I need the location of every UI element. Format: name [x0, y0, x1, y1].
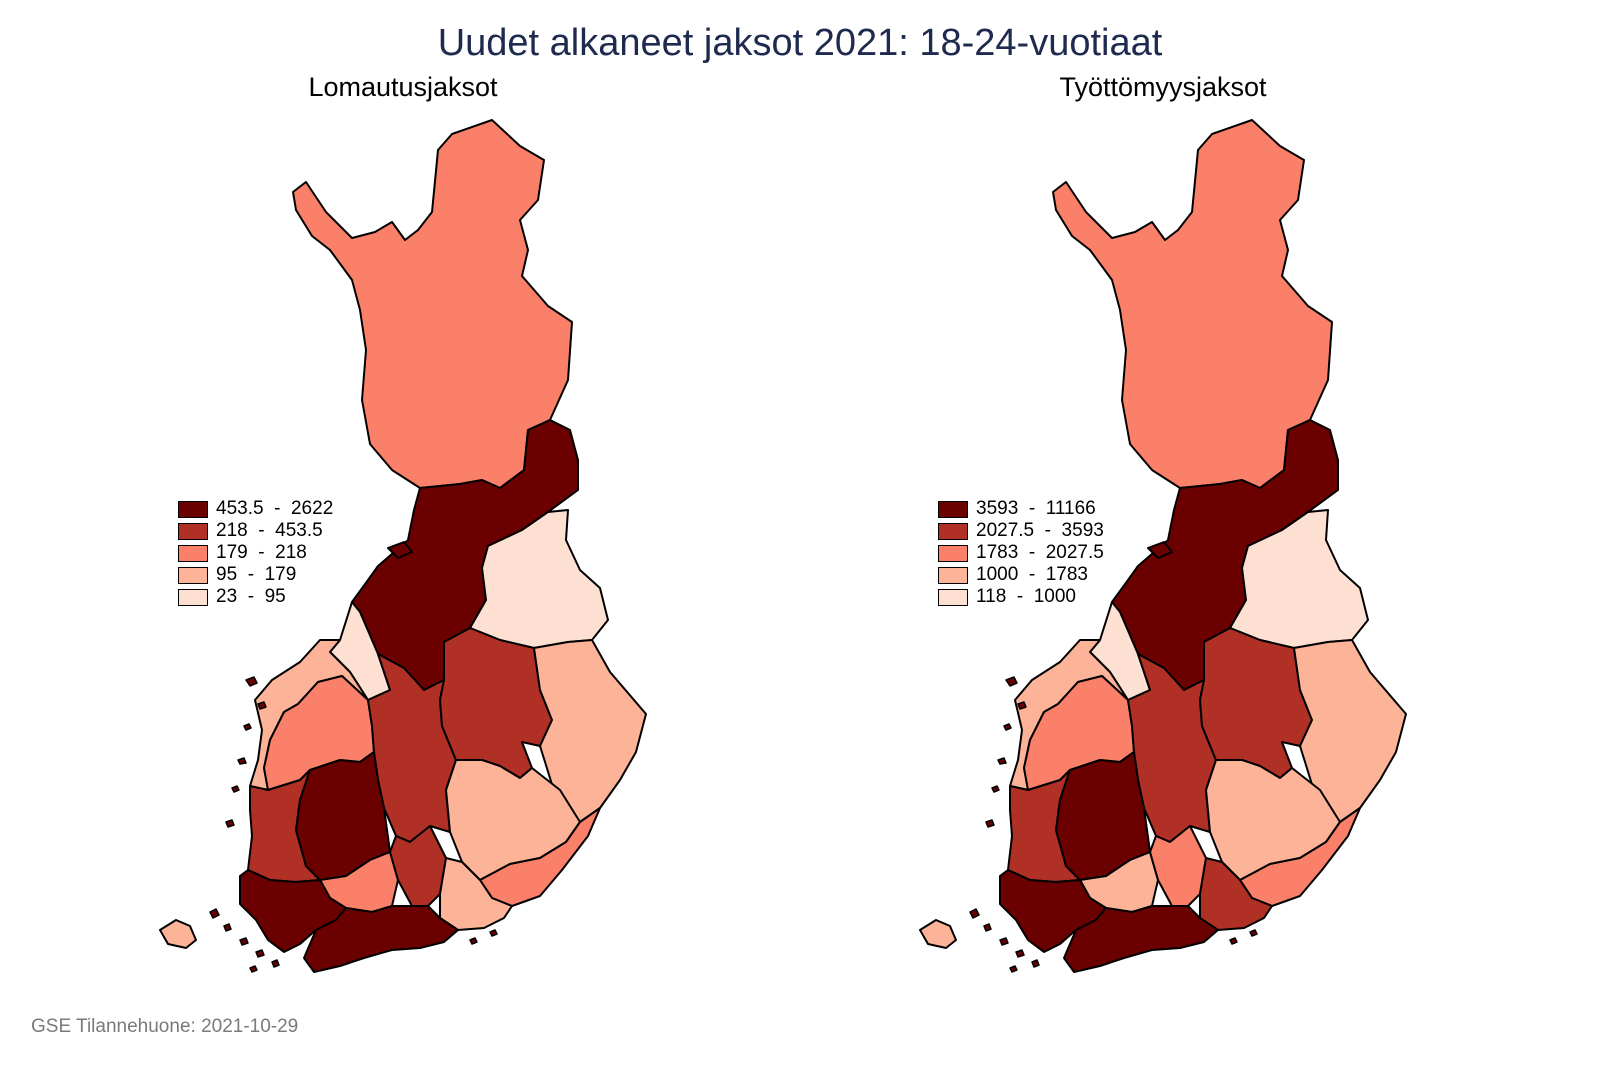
archipelago-island	[237, 757, 247, 765]
legend-swatch	[938, 522, 968, 540]
region-uusimaa	[1063, 905, 1219, 973]
legend-left: 453.5 - 2622 218 - 453.5 179 - 218 95 - 179…	[178, 498, 333, 608]
legend-item: 218 - 453.5	[178, 520, 333, 542]
region-etela-savo-karjala	[1293, 639, 1407, 823]
archipelago-island	[1003, 723, 1012, 731]
archipelago-island	[223, 923, 232, 932]
archipelago-island	[1031, 959, 1040, 968]
legend-swatch	[938, 566, 968, 584]
archipelago-island	[239, 937, 249, 946]
legend-swatch	[178, 522, 208, 540]
legend-label: 23 - 95	[216, 586, 286, 607]
region-kymenlaakso	[1199, 857, 1273, 931]
archipelago-island	[983, 923, 992, 932]
map-lomautusjaksot	[159, 119, 647, 973]
archipelago-island	[271, 959, 280, 968]
archipelago-island	[1009, 965, 1018, 973]
legend-item: 3593 - 11166	[938, 498, 1104, 520]
legend-item: 118 - 1000	[938, 586, 1104, 608]
region-paijat-hame	[1149, 825, 1207, 907]
archipelago-island	[257, 701, 267, 710]
legend-label: 179 - 218	[216, 542, 307, 563]
archipelago-island	[1017, 701, 1027, 710]
archipelago-island	[969, 908, 980, 919]
region-lappi	[1052, 119, 1333, 489]
legend-item: 23 - 95	[178, 586, 333, 608]
legend-label: 2027.5 - 3593	[976, 520, 1104, 541]
archipelago-island	[249, 965, 258, 973]
archipelago-island	[255, 949, 265, 958]
legend-label: 1000 - 1783	[976, 564, 1088, 585]
footer-source: GSE Tilannehuone: 2021-10-29	[31, 1016, 299, 1037]
panel-title-right: Työttömyysjaksot	[1059, 72, 1267, 102]
region-uusimaa	[303, 905, 459, 973]
legend-swatch	[178, 566, 208, 584]
legend-item: 2027.5 - 3593	[938, 520, 1104, 542]
region-kainuu-north	[1147, 541, 1173, 559]
legend-item: 95 - 179	[178, 564, 333, 586]
archipelago-island	[1249, 929, 1258, 937]
archipelago-island	[985, 819, 995, 828]
legend-label: 95 - 179	[216, 564, 297, 585]
panel-title-left: Lomautusjaksot	[308, 72, 498, 102]
legend-item: 453.5 - 2622	[178, 498, 333, 520]
archipelago-island	[1229, 937, 1238, 945]
legend-swatch	[178, 544, 208, 562]
archipelago-island	[489, 929, 498, 937]
legend-label: 453.5 - 2622	[216, 498, 334, 519]
legend-swatch	[938, 544, 968, 562]
region-ahvenanmaa	[919, 919, 957, 949]
legend-label: 218 - 453.5	[216, 520, 323, 541]
archipelago-island	[991, 785, 1000, 793]
legend-item: 179 - 218	[178, 542, 333, 564]
archipelago-island	[999, 937, 1009, 946]
archipelago-island	[1005, 676, 1018, 687]
archipelago-island	[209, 908, 220, 919]
legend-swatch	[178, 500, 208, 518]
map-tyottomyysjaksot	[919, 119, 1407, 973]
legend-label: 1783 - 2027.5	[976, 542, 1104, 563]
legend-swatch	[938, 588, 968, 606]
archipelago-island	[231, 785, 240, 793]
region-lappi	[292, 119, 573, 489]
main-title: Uudet alkaneet jaksot 2021: 18-24-vuotia…	[437, 22, 1163, 64]
legend-right: 3593 - 11166 2027.5 - 3593 1783 - 2027.5 10…	[938, 498, 1104, 608]
archipelago-island	[243, 723, 252, 731]
region-ahvenanmaa	[159, 919, 197, 949]
archipelago-island	[469, 937, 478, 945]
region-kainuu-north	[387, 541, 413, 559]
legend-label: 118 - 1000	[976, 586, 1077, 607]
region-kymenlaakso	[439, 857, 513, 931]
legend-swatch	[178, 588, 208, 606]
archipelago-island	[1015, 949, 1025, 958]
region-paijat-hame	[389, 825, 447, 907]
region-etela-savo-karjala	[533, 639, 647, 823]
archipelago-island	[225, 819, 235, 828]
legend-item: 1783 - 2027.5	[938, 542, 1104, 564]
archipelago-island	[245, 676, 258, 687]
legend-label: 3593 - 11166	[976, 498, 1096, 519]
archipelago-island	[997, 757, 1007, 765]
legend-swatch	[938, 500, 968, 518]
legend-item: 1000 - 1783	[938, 564, 1104, 586]
